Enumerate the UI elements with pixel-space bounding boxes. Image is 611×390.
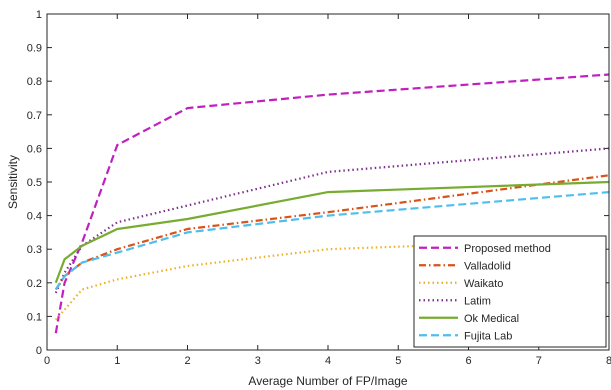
legend-box bbox=[413, 235, 607, 348]
y-tick-label: 0.7 bbox=[27, 110, 42, 122]
y-tick-label: 1 bbox=[36, 9, 42, 21]
series-layer bbox=[54, 73, 610, 334]
x-tick-label: 1 bbox=[114, 355, 120, 367]
y-tick-label: 0.8 bbox=[27, 76, 42, 88]
x-tick-label: 5 bbox=[395, 355, 401, 367]
series-line-ok-medical bbox=[54, 180, 610, 284]
x-tick-label: 3 bbox=[255, 355, 261, 367]
y-tick-label: 0.4 bbox=[27, 211, 42, 223]
y-tick-label: 0.9 bbox=[27, 43, 42, 55]
legend-label: Proposed method bbox=[464, 243, 551, 255]
y-axis-label: Sensitivity bbox=[6, 155, 20, 209]
legend-label: Ok Medical bbox=[464, 313, 519, 325]
x-tick-label: 2 bbox=[184, 355, 190, 367]
legend-label: Latim bbox=[464, 295, 491, 307]
legend-label: Waikato bbox=[464, 278, 503, 290]
y-tick-label: 0.1 bbox=[27, 311, 42, 323]
x-tick-label: 4 bbox=[325, 355, 331, 367]
y-tick-label: 0.3 bbox=[27, 244, 42, 256]
x-tick-label: 8 bbox=[606, 355, 611, 367]
axes-box bbox=[46, 13, 610, 351]
legend-label: Fujita Lab bbox=[464, 330, 512, 342]
legend: Proposed method Valladolid Waikato Latim Ok … bbox=[413, 235, 607, 348]
series-line-waikato bbox=[54, 238, 610, 321]
y-tick-label: 0.6 bbox=[27, 143, 42, 155]
series-line-proposed-method bbox=[54, 73, 610, 334]
series-line-fujita-lab bbox=[54, 191, 610, 291]
y-tick-label: 0.2 bbox=[27, 278, 42, 290]
x-axis-label: Average Number of FP/Image bbox=[248, 374, 408, 388]
x-tick-label: 6 bbox=[465, 355, 471, 367]
x-tick-label: 7 bbox=[536, 355, 542, 367]
y-tick-label: 0 bbox=[36, 345, 42, 357]
legend-label: Valladolid bbox=[464, 260, 511, 272]
x-tick-label: 0 bbox=[44, 355, 50, 367]
y-tick-label: 0.5 bbox=[27, 177, 42, 189]
